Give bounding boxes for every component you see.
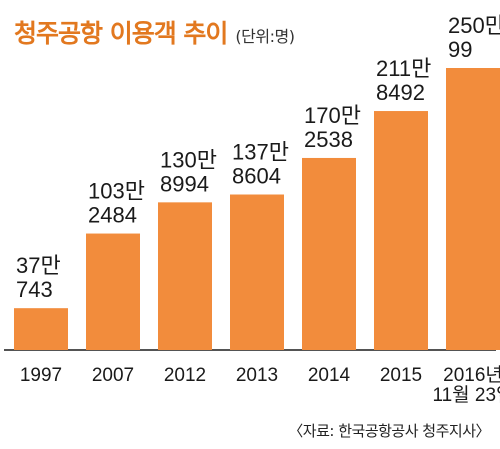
source-note: 〈자료: 한국공항공사 청주지사〉 [288, 422, 490, 440]
value-label-5: 211만 8492 [376, 56, 431, 105]
value-label-line: 99 [448, 37, 472, 62]
value-label-3: 137만 8604 [232, 139, 289, 188]
value-label-6: 250만 99 [448, 13, 500, 62]
value-label-line: 2538 [304, 127, 353, 152]
value-label-line: 130만 [160, 147, 217, 172]
value-label-line: 2484 [88, 203, 137, 228]
value-label-line: 211만 [376, 56, 431, 81]
value-label-line: 137만 [232, 139, 289, 164]
bar-6 [446, 68, 500, 350]
tick-label-0: 1997 [20, 365, 62, 386]
value-label-line: 103만 [88, 179, 145, 204]
tick-label-2: 2012 [164, 365, 206, 386]
tick-label-1: 2007 [92, 365, 134, 386]
value-label-line: 8604 [232, 163, 281, 188]
bar-5 [374, 111, 428, 350]
title-row: 청주공항 이용객 추이 (단위:명) [14, 14, 295, 50]
value-label-line: 250만 [448, 13, 500, 38]
value-label-line: 8994 [160, 171, 209, 196]
tick-label-line: 2016년 [443, 364, 500, 386]
tick-label-4: 2014 [308, 365, 351, 386]
unit-label: (단위:명) [235, 27, 295, 46]
bar-3 [230, 194, 284, 350]
value-label-1: 103만 2484 [88, 179, 145, 228]
value-label-line: 170만 [304, 103, 361, 128]
value-label-line: 37만 [16, 253, 61, 278]
value-label-0: 37만 743 [16, 253, 61, 302]
bar-2 [158, 202, 212, 350]
value-label-line: 8492 [376, 80, 425, 105]
tick-label-5: 2015 [380, 365, 422, 386]
bar-0 [14, 308, 68, 350]
tick-label-line: 2014 [308, 365, 351, 386]
tick-label-line: 2013 [236, 365, 278, 386]
chart-title: 청주공항 이용객 추이 [14, 19, 228, 48]
tick-label-line: 1997 [20, 365, 62, 386]
tick-label-line: 2015 [380, 365, 422, 386]
value-label-line: 743 [16, 277, 53, 302]
value-label-2: 130만 8994 [160, 147, 217, 196]
tick-label-line: 2007 [92, 365, 134, 386]
value-label-4: 170만 2538 [304, 103, 361, 152]
bar-1 [86, 233, 140, 350]
tick-label-line: 2012 [164, 365, 206, 386]
bar-4 [302, 157, 356, 350]
tick-label-line: 11월 23일 [432, 384, 500, 406]
tick-label-3: 2013 [236, 365, 278, 386]
